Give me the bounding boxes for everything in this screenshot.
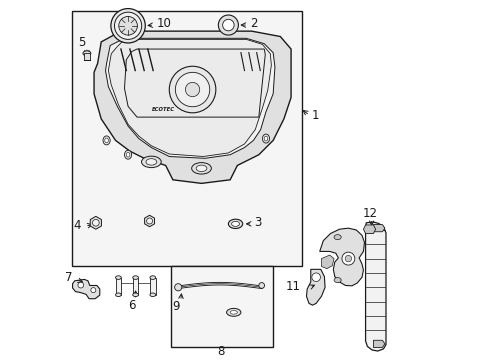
Ellipse shape [226, 309, 241, 316]
Ellipse shape [126, 152, 130, 157]
Ellipse shape [104, 138, 108, 143]
Circle shape [222, 19, 234, 31]
Polygon shape [90, 216, 101, 229]
Circle shape [119, 17, 137, 35]
Polygon shape [94, 31, 290, 183]
Polygon shape [363, 225, 375, 234]
Circle shape [114, 12, 142, 39]
Ellipse shape [115, 276, 121, 279]
Polygon shape [144, 215, 154, 227]
Ellipse shape [191, 163, 211, 174]
Polygon shape [321, 255, 333, 269]
Ellipse shape [83, 51, 91, 56]
Text: 8: 8 [217, 345, 224, 357]
Circle shape [311, 273, 320, 282]
Ellipse shape [262, 134, 269, 143]
Circle shape [111, 9, 145, 43]
Ellipse shape [132, 276, 138, 279]
Polygon shape [108, 39, 271, 157]
Bar [115, 278, 121, 295]
Ellipse shape [228, 219, 242, 229]
Bar [72, 12, 301, 266]
Text: 11: 11 [285, 280, 301, 293]
Text: 10: 10 [156, 18, 171, 31]
Ellipse shape [115, 293, 121, 297]
Text: ECOTEC: ECOTEC [152, 107, 175, 112]
Bar [132, 278, 138, 295]
Bar [150, 278, 155, 295]
Circle shape [185, 82, 199, 97]
Polygon shape [365, 222, 385, 351]
Text: 12: 12 [362, 207, 377, 220]
Ellipse shape [150, 276, 155, 279]
Ellipse shape [103, 136, 110, 145]
Circle shape [78, 282, 83, 288]
Circle shape [341, 252, 354, 265]
Ellipse shape [196, 165, 206, 172]
Circle shape [258, 283, 264, 288]
Bar [83, 53, 90, 60]
Text: 1: 1 [311, 109, 319, 122]
Ellipse shape [264, 136, 267, 141]
Ellipse shape [333, 235, 341, 240]
Polygon shape [105, 38, 274, 158]
Polygon shape [373, 340, 384, 347]
Ellipse shape [230, 311, 237, 314]
Ellipse shape [141, 156, 161, 168]
Circle shape [174, 284, 182, 291]
Text: 5: 5 [79, 36, 86, 49]
Text: 6: 6 [128, 300, 135, 312]
Circle shape [345, 255, 351, 262]
Polygon shape [319, 228, 364, 286]
Text: 9: 9 [172, 301, 180, 314]
Polygon shape [373, 225, 384, 232]
Polygon shape [306, 269, 325, 305]
Ellipse shape [146, 159, 157, 165]
Circle shape [175, 72, 209, 107]
Circle shape [91, 288, 96, 293]
Circle shape [218, 15, 238, 35]
Ellipse shape [333, 278, 341, 283]
Bar [171, 266, 273, 347]
Circle shape [169, 66, 215, 113]
Circle shape [92, 220, 99, 226]
Text: 3: 3 [254, 216, 262, 229]
Circle shape [146, 218, 152, 224]
Text: 7: 7 [65, 271, 73, 284]
Polygon shape [72, 279, 100, 299]
Ellipse shape [150, 293, 155, 297]
Text: 4: 4 [73, 219, 81, 232]
Ellipse shape [132, 293, 138, 297]
Text: 2: 2 [250, 18, 257, 31]
Ellipse shape [231, 221, 239, 226]
Ellipse shape [124, 150, 131, 159]
